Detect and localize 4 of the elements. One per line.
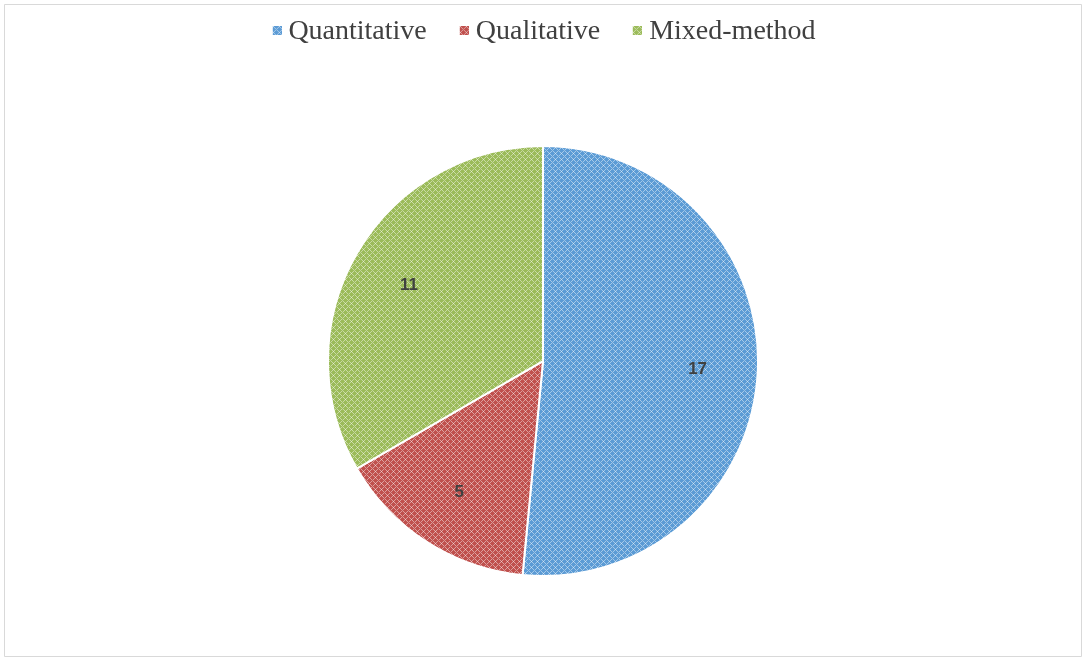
legend-label: Mixed-method bbox=[649, 14, 816, 46]
legend-label: Quantitative bbox=[288, 14, 427, 46]
legend-label: Qualitative bbox=[475, 14, 601, 46]
data-label: 17 bbox=[688, 359, 708, 379]
